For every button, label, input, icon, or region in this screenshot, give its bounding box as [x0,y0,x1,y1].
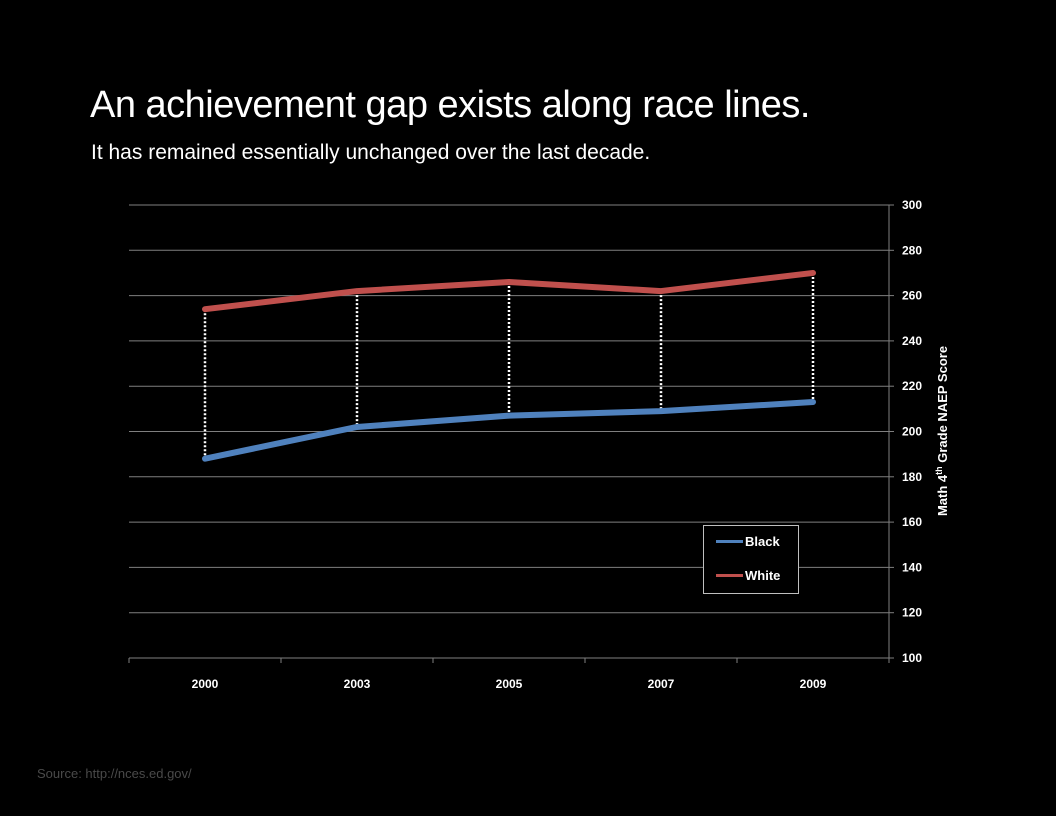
legend-swatch-white [716,574,743,577]
y-tick-label: 280 [902,243,922,257]
y-tick-label: 120 [902,606,922,620]
chart-title: An achievement gap exists along race lin… [90,84,810,126]
y-tick-label: 300 [902,198,922,212]
y-tick-label: 140 [902,560,922,574]
chart-subtitle: It has remained essentially unchanged ov… [91,141,651,164]
drop-lines [203,272,815,459]
y-tick-label: 180 [902,470,922,484]
x-tick-label: 2000 [192,677,219,691]
x-tick-label: 2007 [648,677,675,691]
x-tick-label: 2005 [496,677,523,691]
y-tick-label: 260 [902,289,922,303]
legend-item-black: Black [716,534,780,549]
legend-label-black: Black [745,534,780,549]
y-tick-label: 240 [902,334,922,348]
y-axis-label: Math 4th Grade NAEP Score [934,346,950,516]
x-tick-labels: 2000 2003 2005 2007 2009 [192,677,827,691]
y-axis-label-main: Math 4 [935,474,950,516]
y-axis-label-sup: th [934,466,944,475]
legend-label-white: White [745,568,781,583]
series-lines [202,269,816,462]
y-axis-label-rest: Grade NAEP Score [935,346,950,466]
x-tick-label: 2003 [344,677,371,691]
legend-item-white: White [716,568,780,583]
source-note: Source: http://nces.ed.gov/ [37,766,192,781]
x-tick-label: 2009 [800,677,827,691]
y-tick-label: 160 [902,515,922,529]
legend-swatch-black [716,540,743,543]
y-tick-label: 220 [902,379,922,393]
y-tick-label: 200 [902,425,922,439]
y-tick-label: 100 [902,651,922,665]
y-tick-labels: 100 120 140 160 180 200 220 240 260 280 300 [902,198,922,665]
legend: Black White [703,525,799,594]
axes [128,204,894,663]
